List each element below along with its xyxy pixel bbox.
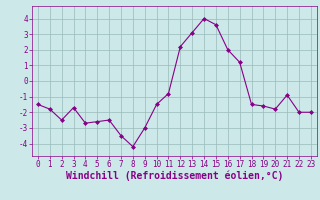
X-axis label: Windchill (Refroidissement éolien,°C): Windchill (Refroidissement éolien,°C) xyxy=(66,171,283,181)
